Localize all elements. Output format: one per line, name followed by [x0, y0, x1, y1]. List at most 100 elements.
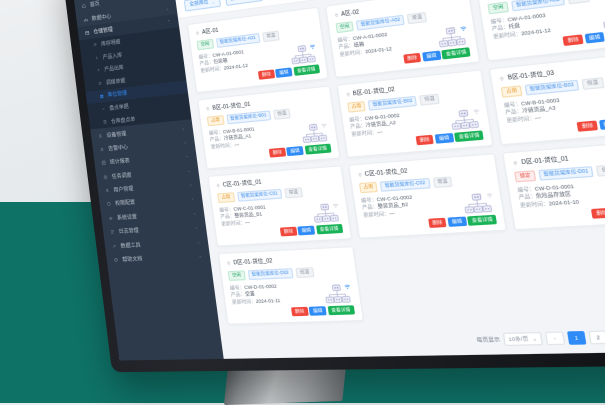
status-badge: 锁定 [515, 170, 537, 183]
status-badge: 空闲 [488, 1, 509, 14]
grid-icon[interactable] [333, 276, 339, 282]
card-info-key: 产品： [220, 213, 235, 219]
card-grid: A区-01 空闲 智能货架库位-A01 常温 编号：CW-A-01-0001 产… [187, 0, 605, 325]
card-info-key: 更新时间： [210, 142, 234, 149]
sidebar-submenu: 库存明细 产品入库 产品出库 调拨单据 [79, 27, 191, 129]
card-action-delete[interactable]: 删除 [591, 208, 605, 219]
location-icon [345, 92, 350, 97]
location-card[interactable]: C区-01-货位_02 占用 智能货架库位-C02 常温 编号：CW-C-01-… [348, 153, 508, 239]
card-action-edit[interactable]: 编辑 [286, 146, 303, 157]
outbound-icon [96, 68, 101, 73]
card-info-value: 整装货品_B2 [377, 202, 408, 210]
card-info-value: 2024-01-11 [255, 297, 280, 303]
card-action-detail[interactable]: 查看详情 [316, 224, 343, 235]
card-tag-main: 智能货架库位-D01 [538, 166, 594, 181]
location-card[interactable]: D区-01-货位_02 空闲 智能货架库位-D02 低温 编号：CW-D-01-… [218, 246, 364, 325]
location-card[interactable]: D区-01-货位_01 锁定 智能货架库位-D01 低温 编号：CW-D-01-… [503, 140, 605, 231]
card-action-delete[interactable]: 删除 [269, 147, 286, 157]
card-action-delete[interactable]: 删除 [577, 120, 598, 132]
card-action-edit[interactable]: 编辑 [584, 32, 605, 44]
card-info-key: 更新时间： [363, 210, 390, 217]
location-card[interactable]: B区-01-货位_03 占用 智能货架库位-B03 恒温 编号：CW-B-01-… [489, 52, 605, 146]
wifi-offline-icon [484, 183, 492, 190]
card-tag-sub: 常温 [407, 12, 427, 25]
chevron-down-icon: ⌄ [187, 167, 192, 173]
card-action-detail[interactable]: 查看详情 [454, 130, 484, 142]
card-info-key: 编号： [349, 115, 365, 122]
sidebar-item-label: 系统设置 [117, 209, 190, 221]
sidebar-subitem-label: 产品出库 [104, 64, 124, 73]
card-action-delete[interactable]: 删除 [280, 226, 297, 236]
location-card[interactable]: B区-01-货位_02 占用 智能货架库位-B02 恒温 编号：CW-B-01-… [336, 69, 494, 158]
card-info-key: 编号： [219, 206, 234, 212]
card-action-edit[interactable]: 编辑 [447, 216, 467, 227]
sidebar-subitem-label: 库存明细 [101, 38, 121, 48]
card-title-text: A区-01 [202, 27, 219, 36]
card-action-delete[interactable]: 删除 [403, 53, 422, 64]
card-action-delete[interactable]: 删除 [415, 134, 434, 145]
grid-icon[interactable] [447, 18, 454, 24]
grid-icon[interactable] [310, 115, 316, 121]
card-info-key: 编号： [209, 129, 224, 136]
card-info-key: 编号： [361, 196, 377, 203]
card-action-detail[interactable]: 查看详情 [467, 214, 497, 226]
location-card[interactable]: A区-03 空闲 智能货架库位-A03 常温 编号：CW-A-01-0003 产… [476, 0, 605, 62]
card-action-delete[interactable]: 删除 [428, 217, 447, 228]
card-action-edit[interactable]: 编辑 [275, 67, 292, 78]
sidebar-item-label: 数据工具 [120, 238, 193, 249]
card-tag-main: 智能货架库位-A01 [216, 33, 261, 49]
filter-chip-idle[interactable]: 空闲库位 ⌄ [224, 0, 262, 6]
status-badge: 空闲 [228, 270, 246, 281]
box-icon [85, 30, 90, 36]
card-action-delete[interactable]: 删除 [291, 307, 309, 317]
grid-icon[interactable] [460, 101, 467, 107]
card-info-value: 包装箱 [213, 58, 228, 65]
card-action-detail[interactable]: 查看详情 [441, 47, 471, 60]
pagination-prev[interactable]: ‹ [545, 332, 564, 345]
location-card[interactable]: C区-01-货位_01 占用 智能货架库位-C01 常温 编号：CW-C-01-… [207, 165, 351, 246]
status-badge: 占用 [207, 115, 225, 127]
shield-icon [106, 202, 111, 208]
wifi-offline-icon [319, 114, 326, 121]
pagination-page-2[interactable]: 2 [588, 331, 605, 344]
card-top-icons [333, 275, 350, 282]
chevron-down-icon: ⌄ [211, 0, 215, 5]
grid-icon[interactable] [321, 195, 327, 201]
card-action-detail[interactable]: 查看详情 [293, 64, 320, 76]
filter-chip-all[interactable]: 全部库位 ⌄ [184, 0, 221, 12]
card-action-edit[interactable]: 编辑 [422, 50, 441, 61]
card-actions: 删除编辑查看详情 [291, 305, 355, 316]
card-info-key: 更新时间： [506, 115, 535, 123]
card-action-detail[interactable]: 查看详情 [327, 305, 355, 315]
card-top-icons [460, 99, 479, 107]
grid-icon[interactable] [473, 184, 480, 190]
card-action-delete[interactable]: 删除 [258, 69, 275, 80]
card-action-edit[interactable]: 编辑 [309, 306, 327, 316]
card-info-value: 整装货品_B1 [234, 211, 262, 218]
filter-chip-label: 全部库位 [189, 0, 209, 8]
card-action-edit[interactable]: 编辑 [598, 118, 605, 130]
list-icon [93, 42, 98, 47]
card-tag-sub: 恒温 [582, 77, 605, 91]
grid-icon[interactable] [298, 37, 304, 43]
card-tag-main: 智能货架库位-B01 [226, 110, 271, 125]
card-info-key: 产品： [338, 43, 354, 50]
card-info-value: 冷链货品_A1 [224, 133, 252, 141]
location-card[interactable]: A区-02 空闲 智能货架库位-A02 常温 编号：CW-A-01-0002 产… [325, 0, 481, 78]
location-card[interactable]: A区-01 空闲 智能货架库位-A01 常温 编号：CW-A-01-0001 产… [187, 7, 328, 93]
sidebar-subitem-label: 盘点单据 [109, 103, 129, 112]
card-info-key: 更新时间： [221, 219, 245, 226]
card-action-edit[interactable]: 编辑 [298, 225, 316, 235]
location-card[interactable]: B区-01-货位_01 占用 智能货架库位-B01 恒温 编号：CW-B-01-… [197, 86, 340, 170]
card-action-detail[interactable]: 查看详情 [304, 143, 331, 154]
card-title-text: D区-01-货位_02 [233, 257, 273, 267]
card-action-delete[interactable]: 删除 [563, 34, 584, 46]
log-icon [110, 229, 115, 234]
card-tag-main: 智能货架库位-C02 [380, 178, 430, 192]
card-top-icons [309, 114, 326, 122]
card-action-edit[interactable]: 编辑 [435, 133, 454, 144]
pagination-page-1[interactable]: 1 [567, 331, 587, 344]
page-size-select[interactable]: 10条/页 ⌄ [502, 332, 543, 346]
location-icon [205, 106, 210, 111]
